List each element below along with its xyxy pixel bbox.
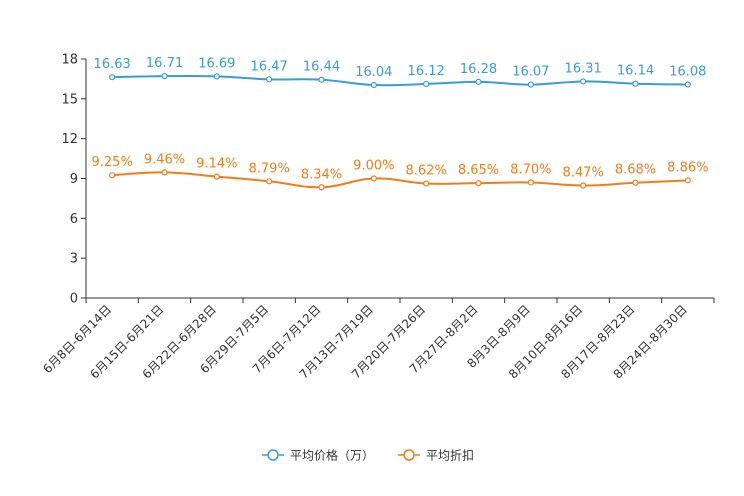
y-tick-label: 6 bbox=[70, 212, 78, 227]
data-label: 8.70% bbox=[510, 162, 551, 177]
series-1: 16.63 16.71 16.69 16.47 16.44 16.04 16.12 16.28… bbox=[94, 56, 706, 89]
data-point[interactable] bbox=[370, 175, 377, 182]
legend-item-2[interactable]: 平均折扣 bbox=[398, 448, 474, 463]
data-point[interactable] bbox=[475, 180, 482, 187]
data-point[interactable] bbox=[527, 81, 534, 88]
y-tick-label: 0 bbox=[70, 292, 78, 307]
series-line bbox=[112, 171, 688, 189]
data-point[interactable] bbox=[475, 78, 482, 85]
data-point[interactable] bbox=[161, 73, 168, 80]
data-point[interactable] bbox=[266, 76, 273, 83]
y-tick-label: 12 bbox=[61, 132, 78, 147]
data-point[interactable] bbox=[684, 81, 691, 88]
y-tick-label: 3 bbox=[70, 252, 78, 267]
data-point[interactable] bbox=[527, 179, 534, 186]
data-point[interactable] bbox=[632, 80, 639, 87]
data-point[interactable] bbox=[318, 76, 325, 83]
data-label: 9.14% bbox=[196, 157, 237, 172]
data-label: 16.63 bbox=[94, 57, 131, 72]
data-point[interactable] bbox=[423, 80, 430, 88]
data-label: 8.65% bbox=[458, 163, 499, 178]
data-label: 8.62% bbox=[406, 164, 447, 179]
data-point[interactable] bbox=[109, 172, 116, 179]
data-label: 8.86% bbox=[667, 160, 708, 175]
y-tick-label: 18 bbox=[61, 53, 78, 68]
data-point[interactable] bbox=[684, 177, 691, 184]
data-point[interactable] bbox=[370, 81, 377, 89]
data-label: 16.28 bbox=[460, 62, 497, 77]
data-point[interactable] bbox=[632, 179, 639, 186]
data-label: 8.68% bbox=[615, 163, 656, 178]
data-label: 16.44 bbox=[303, 60, 340, 75]
data-point[interactable] bbox=[318, 184, 325, 191]
data-point[interactable] bbox=[213, 73, 220, 80]
data-label: 16.71 bbox=[146, 56, 183, 71]
data-label: 9.46% bbox=[144, 152, 185, 167]
data-label: 16.31 bbox=[565, 61, 602, 76]
legend-marker-icon bbox=[403, 449, 415, 461]
data-label: 16.04 bbox=[355, 65, 392, 80]
data-label: 9.25% bbox=[92, 155, 133, 170]
legend-label: 平均价格（万） bbox=[290, 448, 374, 463]
data-label: 16.12 bbox=[408, 64, 445, 79]
data-label: 16.14 bbox=[617, 64, 654, 79]
data-point[interactable] bbox=[161, 169, 168, 176]
data-point[interactable] bbox=[580, 78, 587, 85]
series-line bbox=[112, 74, 688, 87]
data-point[interactable] bbox=[109, 74, 116, 81]
data-label: 16.69 bbox=[198, 56, 235, 71]
data-point[interactable] bbox=[423, 180, 430, 187]
chart-axes: 03691215186月8日-6月14日6月15日-6月21日6月22日-6月2… bbox=[40, 53, 715, 382]
series-layer: 16.63 16.71 16.69 16.47 16.44 16.04 16.12 16.28… bbox=[92, 56, 708, 191]
y-tick-label: 15 bbox=[61, 92, 78, 107]
legend-item-1[interactable]: 平均价格（万） bbox=[262, 448, 374, 463]
data-label: 8.34% bbox=[301, 167, 342, 182]
legend-label: 平均折扣 bbox=[426, 448, 474, 463]
data-label: 16.07 bbox=[512, 65, 549, 80]
legend-marker-icon bbox=[267, 449, 279, 461]
data-label: 8.47% bbox=[563, 166, 604, 181]
data-point[interactable] bbox=[213, 173, 220, 180]
series-2: 9.25% 9.46% 9.14% 8.79% 8.34% 9.00% 8.62% 8.65%… bbox=[92, 152, 708, 191]
data-label: 8.79% bbox=[249, 161, 290, 176]
data-label: 16.08 bbox=[669, 64, 706, 79]
data-label: 9.00% bbox=[353, 159, 394, 174]
data-point[interactable] bbox=[266, 178, 273, 185]
y-tick-label: 9 bbox=[70, 172, 78, 187]
data-label: 16.47 bbox=[251, 59, 288, 74]
data-point[interactable] bbox=[580, 182, 587, 189]
legend[interactable]: 平均价格（万） 平均折扣 bbox=[262, 448, 474, 463]
